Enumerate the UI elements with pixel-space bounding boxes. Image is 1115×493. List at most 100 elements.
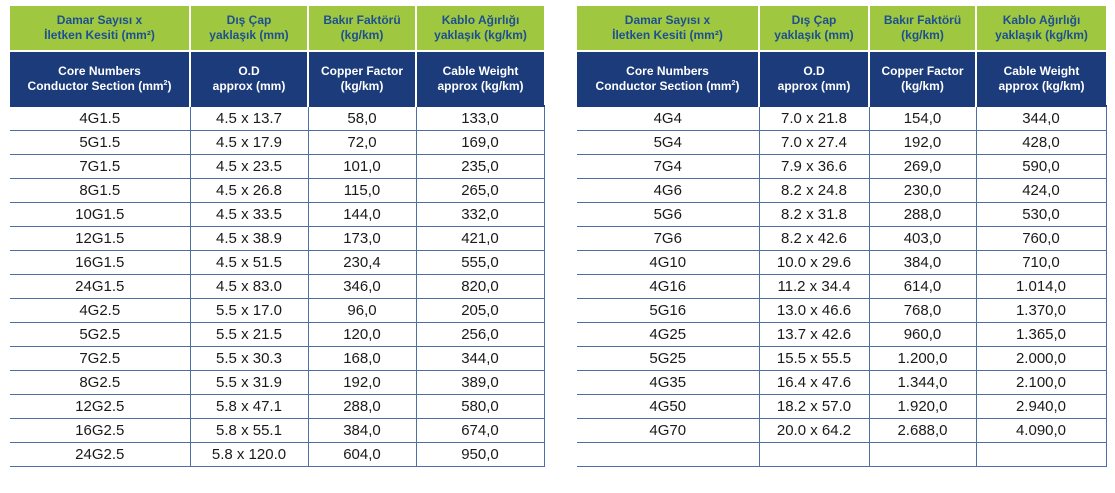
- cell-core-section: 4G10: [577, 250, 760, 275]
- cell-core-section: 7G4: [577, 154, 760, 179]
- cell-cable-weight: 256,0: [415, 322, 545, 347]
- table-row: [577, 442, 1107, 467]
- cell-core-section: 4G1.5: [10, 105, 191, 131]
- cell-core-section: 4G50: [577, 394, 760, 419]
- cell-outer-diameter: 18.2 x 57.0: [758, 394, 870, 419]
- cell-outer-diameter: 16.4 x 47.6: [758, 370, 870, 395]
- cell-cable-weight: 344,0: [415, 346, 545, 371]
- cell-cable-weight: 590,0: [975, 154, 1107, 179]
- cell-copper-factor: 1.344,0: [868, 370, 977, 395]
- cell-core-section: 16G2.5: [10, 418, 191, 443]
- cell-cable-weight: 235,0: [415, 154, 545, 179]
- cell-copper-factor: 384,0: [868, 250, 977, 275]
- cell-cable-weight: 760,0: [975, 226, 1107, 251]
- cell-core-section: 5G4: [577, 130, 760, 155]
- cell-cable-weight: 2.100,0: [975, 370, 1107, 395]
- cell-copper-factor: 101,0: [307, 154, 417, 179]
- cell-core-section: 12G2.5: [10, 394, 191, 419]
- cell-outer-diameter: 4.5 x 26.8: [189, 178, 309, 203]
- table-row: 4G50 18.2 x 57.0 1.920,0 2.940,0: [577, 394, 1107, 419]
- header-row-turkish: Damar Sayısı x İletken Kesiti (mm²) Dış Ç…: [577, 6, 1106, 52]
- cell-copper-factor: 288,0: [868, 202, 977, 227]
- cell-copper-factor: 768,0: [868, 298, 977, 323]
- cell-cable-weight: 2.940,0: [975, 394, 1107, 419]
- cell-outer-diameter: 4.5 x 33.5: [189, 202, 309, 227]
- header-weight-tr: Kablo Ağırlığı yaklaşık (kg/km): [415, 6, 544, 52]
- cell-cable-weight: 555,0: [415, 250, 545, 275]
- header-weight-en: Cable Weight approx (kg/km): [975, 51, 1106, 106]
- cell-cable-weight: 1.365,0: [975, 322, 1107, 347]
- cell-outer-diameter: 5.5 x 21.5: [189, 322, 309, 347]
- cell-copper-factor: 346,0: [307, 274, 417, 299]
- cell-outer-diameter: 13.7 x 42.6: [758, 322, 870, 347]
- header-row-english: Core Numbers Conductor Section (mm2) O.D a…: [577, 51, 1106, 106]
- table-row: 4G16 11.2 x 34.4 614,0 1.014,0: [577, 274, 1107, 299]
- cable-spec-table-right: Damar Sayısı x İletken Kesiti (mm²) Dış Ç…: [577, 6, 1107, 467]
- cell-copper-factor: 58,0: [307, 105, 417, 131]
- table-row: 7G1.5 4.5 x 23.5 101,0 235,0: [10, 154, 545, 179]
- cell-core-section: 4G2.5: [10, 298, 191, 323]
- cell-outer-diameter: 8.2 x 42.6: [758, 226, 870, 251]
- cell-outer-diameter: [758, 442, 870, 467]
- table-row: 5G2.5 5.5 x 21.5 120,0 256,0: [10, 322, 545, 347]
- cell-copper-factor: 96,0: [307, 298, 417, 323]
- cell-copper-factor: 173,0: [307, 226, 417, 251]
- cell-copper-factor: 72,0: [307, 130, 417, 155]
- cell-cable-weight: 421,0: [415, 226, 545, 251]
- cell-core-section: 5G25: [577, 346, 760, 371]
- table-row: 4G2.5 5.5 x 17.0 96,0 205,0: [10, 298, 545, 323]
- cell-core-section: 24G1.5: [10, 274, 191, 299]
- cell-outer-diameter: 5.8 x 120.0: [189, 442, 309, 467]
- cell-outer-diameter: 15.5 x 55.5: [758, 346, 870, 371]
- header-copper-tr: Bakır Faktörü (kg/km): [307, 6, 416, 52]
- table-row: 24G2.5 5.8 x 120.0 604,0 950,0: [10, 442, 545, 467]
- cell-core-section: 8G2.5: [10, 370, 191, 395]
- cell-cable-weight: [975, 442, 1107, 467]
- table-row: 4G6 8.2 x 24.8 230,0 424,0: [577, 178, 1107, 203]
- cell-cable-weight: 820,0: [415, 274, 545, 299]
- cell-cable-weight: 265,0: [415, 178, 545, 203]
- cell-copper-factor: 230,0: [868, 178, 977, 203]
- table-row: 4G25 13.7 x 42.6 960,0 1.365,0: [577, 322, 1107, 347]
- cell-core-section: 10G1.5: [10, 202, 191, 227]
- cell-core-section: 5G2.5: [10, 322, 191, 347]
- cell-cable-weight: 1.014,0: [975, 274, 1107, 299]
- table-row: 12G2.5 5.8 x 47.1 288,0 580,0: [10, 394, 545, 419]
- cell-copper-factor: 604,0: [307, 442, 417, 467]
- table-row: 12G1.5 4.5 x 38.9 173,0 421,0: [10, 226, 545, 251]
- table-row: 4G4 7.0 x 21.8 154,0 344,0: [577, 105, 1107, 131]
- cell-cable-weight: 674,0: [415, 418, 545, 443]
- table-row: 5G6 8.2 x 31.8 288,0 530,0: [577, 202, 1107, 227]
- header-weight-en: Cable Weight approx (kg/km): [415, 51, 544, 106]
- table-row: 16G1.5 4.5 x 51.5 230,4 555,0: [10, 250, 545, 275]
- cell-outer-diameter: 7.0 x 27.4: [758, 130, 870, 155]
- header-od-tr: Dış Çap yaklaşık (mm): [189, 6, 308, 52]
- cell-outer-diameter: 8.2 x 31.8: [758, 202, 870, 227]
- cell-cable-weight: 950,0: [415, 442, 545, 467]
- cell-core-section: 4G6: [577, 178, 760, 203]
- cell-copper-factor: 1.920,0: [868, 394, 977, 419]
- table-row: 7G4 7.9 x 36.6 269,0 590,0: [577, 154, 1107, 179]
- table-row: 8G1.5 4.5 x 26.8 115,0 265,0: [10, 178, 545, 203]
- cell-copper-factor: 144,0: [307, 202, 417, 227]
- cell-outer-diameter: 20.0 x 64.2: [758, 418, 870, 443]
- header-cores-en: Core Numbers Conductor Section (mm2): [10, 51, 190, 106]
- cell-cable-weight: 344,0: [975, 105, 1107, 131]
- cell-copper-factor: 960,0: [868, 322, 977, 347]
- cell-outer-diameter: 5.5 x 30.3: [189, 346, 309, 371]
- cell-outer-diameter: 5.8 x 47.1: [189, 394, 309, 419]
- cell-outer-diameter: 7.9 x 36.6: [758, 154, 870, 179]
- table-row: 16G2.5 5.8 x 55.1 384,0 674,0: [10, 418, 545, 443]
- cell-copper-factor: 403,0: [868, 226, 977, 251]
- cell-core-section: 4G4: [577, 105, 760, 131]
- cell-outer-diameter: 4.5 x 83.0: [189, 274, 309, 299]
- header-weight-tr: Kablo Ağırlığı yaklaşık (kg/km): [975, 6, 1106, 52]
- cell-outer-diameter: 5.5 x 17.0: [189, 298, 309, 323]
- header-cores-tr: Damar Sayısı x İletken Kesiti (mm²): [10, 6, 190, 52]
- cell-core-section: 7G2.5: [10, 346, 191, 371]
- header-row-english: Core Numbers Conductor Section (mm2) O.D a…: [10, 51, 544, 106]
- cell-cable-weight: 205,0: [415, 298, 545, 323]
- cell-outer-diameter: 4.5 x 17.9: [189, 130, 309, 155]
- table-row: 24G1.5 4.5 x 83.0 346,0 820,0: [10, 274, 545, 299]
- cell-copper-factor: 120,0: [307, 322, 417, 347]
